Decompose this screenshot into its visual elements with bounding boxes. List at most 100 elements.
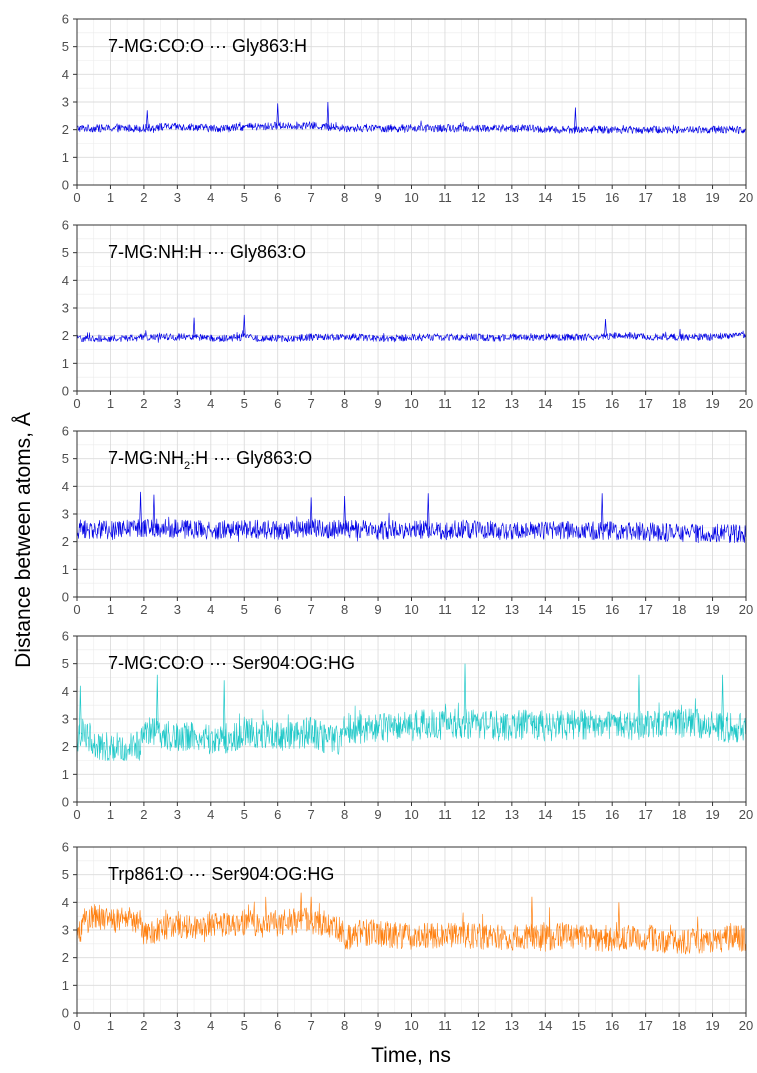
y-tick-label: 5 — [62, 656, 69, 671]
x-tick-label: 20 — [739, 396, 753, 411]
series-spike — [574, 107, 577, 130]
x-tick-label: 2 — [140, 1018, 147, 1033]
panel-title: Trp861:O ··· Ser904:OG:HG — [108, 864, 334, 884]
series-spike — [139, 491, 142, 529]
series-spike — [152, 494, 156, 528]
series-spike — [721, 674, 724, 727]
x-tick-label: 0 — [73, 396, 80, 411]
x-tick-label: 3 — [174, 807, 181, 822]
series-spike — [242, 314, 246, 338]
x-tick-label: 19 — [705, 396, 719, 411]
x-tick-label: 5 — [241, 602, 248, 617]
y-tick-label: 2 — [62, 122, 69, 137]
x-tick-label: 16 — [605, 190, 619, 205]
x-tick-label: 3 — [174, 602, 181, 617]
x-tick-label: 12 — [471, 1018, 485, 1033]
x-tick-label: 13 — [505, 807, 519, 822]
x-tick-label: 14 — [538, 1018, 552, 1033]
x-tick-label: 4 — [207, 396, 214, 411]
x-tick-label: 12 — [471, 190, 485, 205]
x-tick-label: 20 — [739, 602, 753, 617]
x-tick-label: 6 — [274, 807, 281, 822]
x-tick-label: 0 — [73, 1018, 80, 1033]
panel-title: 7-MG:CO:O ··· Ser904:OG:HG — [108, 653, 355, 673]
x-tick-label: 11 — [438, 807, 452, 822]
y-tick-label: 4 — [62, 273, 69, 288]
x-tick-label: 10 — [404, 1018, 418, 1033]
series-line — [76, 512, 747, 544]
x-tick-label: 10 — [404, 602, 418, 617]
y-tick-label: 2 — [62, 534, 69, 549]
x-tick-label: 10 — [404, 807, 418, 822]
panel-4: 0 1 2 3 4 5 6 7 8 9 10 11 12 13 14 15 16 17 18 19 2001234567… — [62, 629, 753, 823]
series-spike — [426, 493, 430, 530]
y-tick-label: 2 — [62, 328, 69, 343]
x-tick-label: 8 — [341, 190, 348, 205]
x-tick-label: 14 — [538, 396, 552, 411]
x-tick-label: 7 — [308, 807, 315, 822]
x-tick-label: 2 — [140, 190, 147, 205]
x-tick-label: 17 — [638, 396, 652, 411]
series-spike — [326, 101, 330, 127]
x-tick-label: 11 — [438, 396, 452, 411]
x-tick-label: 1 — [107, 602, 114, 617]
series-spike — [530, 896, 534, 938]
y-tick-label: 3 — [62, 507, 69, 522]
x-tick-label: 3 — [174, 190, 181, 205]
x-tick-label: 16 — [605, 807, 619, 822]
x-tick-label: 19 — [705, 190, 719, 205]
x-tick-label: 16 — [605, 396, 619, 411]
x-tick-label: 18 — [672, 807, 686, 822]
x-tick-label: 8 — [341, 396, 348, 411]
x-tick-label: 1 — [107, 396, 114, 411]
y-tick-label: 4 — [62, 479, 69, 494]
x-tick-label: 19 — [705, 602, 719, 617]
x-tick-label: 13 — [505, 396, 519, 411]
x-tick-label: 10 — [404, 190, 418, 205]
x-tick-label: 12 — [471, 807, 485, 822]
x-tick-label: 20 — [739, 1018, 753, 1033]
x-tick-label: 6 — [274, 190, 281, 205]
x-tick-label: 18 — [672, 602, 686, 617]
x-tick-label: 18 — [672, 396, 686, 411]
x-tick-label: 8 — [341, 602, 348, 617]
y-tick-label: 6 — [62, 840, 69, 855]
x-tick-label: 9 — [374, 396, 381, 411]
x-tick-label: 5 — [241, 396, 248, 411]
y-tick-label: 3 — [62, 712, 69, 727]
y-tick-label: 5 — [62, 867, 69, 882]
x-tick-label: 11 — [438, 1018, 452, 1033]
panel-title: 7-MG:NH2:H ··· Gly863:O — [108, 448, 312, 472]
series-spike — [222, 680, 226, 739]
x-tick-label: 14 — [538, 807, 552, 822]
y-tick-label: 4 — [62, 684, 69, 699]
y-tick-label: 1 — [62, 562, 69, 577]
x-tick-label: 15 — [572, 396, 586, 411]
panel-5: 0 1 2 3 4 5 6 7 8 9 10 11 12 13 14 15 16 17 18 19 200123456T… — [62, 840, 753, 1034]
x-tick-label: 0 — [73, 602, 80, 617]
x-tick-label: 5 — [241, 190, 248, 205]
x-tick-label: 8 — [341, 1018, 348, 1033]
series-spike — [309, 896, 313, 921]
y-tick-label: 0 — [62, 178, 69, 193]
x-tick-label: 18 — [672, 1018, 686, 1033]
panel-title: 7-MG:NH:H ··· Gly863:O — [108, 242, 306, 262]
y-tick-label: 2 — [62, 950, 69, 965]
x-tick-label: 2 — [140, 602, 147, 617]
x-tick-label: 18 — [672, 190, 686, 205]
x-tick-label: 19 — [705, 807, 719, 822]
x-tick-label: 17 — [638, 807, 652, 822]
series-spike — [276, 103, 280, 126]
x-tick-label: 4 — [207, 1018, 214, 1033]
x-tick-label: 13 — [505, 1018, 519, 1033]
x-tick-label: 6 — [274, 1018, 281, 1033]
x-tick-label: 1 — [107, 1018, 114, 1033]
x-tick-label: 17 — [638, 190, 652, 205]
series-line — [76, 328, 747, 343]
x-axis-title: Time, ns — [371, 1044, 451, 1067]
x-tick-label: 12 — [471, 396, 485, 411]
x-tick-label: 14 — [538, 190, 552, 205]
x-tick-label: 7 — [308, 1018, 315, 1033]
x-tick-label: 1 — [107, 190, 114, 205]
